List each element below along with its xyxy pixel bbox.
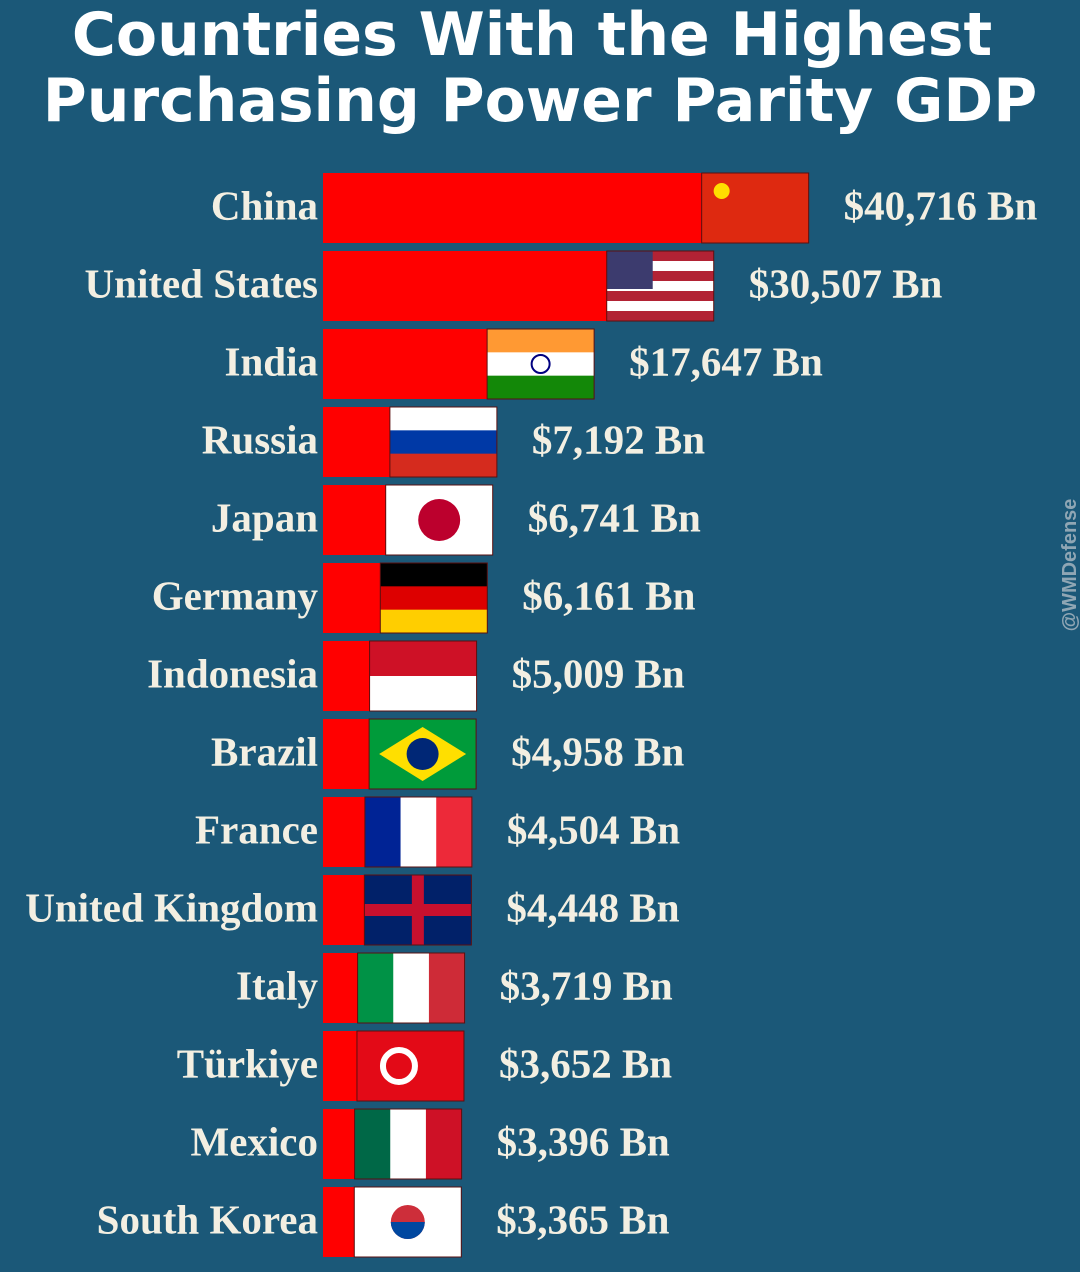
value-label: $3,365 Bn (496, 1196, 669, 1242)
flag (606, 250, 715, 322)
flag (354, 1108, 463, 1180)
flag-stripe (400, 797, 437, 867)
flag-stripe (487, 352, 595, 377)
value-label: $4,448 Bn (506, 884, 679, 930)
category-label: Mexico (191, 1118, 318, 1164)
flag (368, 718, 477, 790)
category-label: Japan (211, 494, 318, 540)
flag (385, 484, 494, 556)
flag-stripe (428, 953, 466, 1023)
flag-stripe (487, 329, 595, 353)
flag-canton (606, 251, 653, 289)
value-label: $4,504 Bn (507, 806, 680, 852)
flag-border (357, 952, 466, 1024)
category-label: India (225, 338, 318, 384)
flag-stripe (389, 407, 497, 431)
flag-border (606, 250, 715, 322)
flag-border (363, 874, 472, 946)
flag (357, 952, 466, 1024)
value-label: $17,647 Bn (629, 338, 823, 384)
flag-stripe (389, 453, 497, 478)
flag-stripe (380, 609, 488, 634)
flag-stripe (380, 586, 488, 611)
flag-stripe (701, 173, 809, 244)
flag (363, 874, 472, 946)
flag-border (389, 406, 498, 478)
flag-stripe (436, 797, 473, 867)
flag-stripe (606, 261, 714, 272)
flag-border (364, 796, 473, 868)
flag-stripe (369, 676, 477, 712)
flag-stripe (380, 563, 488, 587)
category-label: United Kingdom (25, 884, 318, 930)
category-label: South Korea (97, 1196, 318, 1242)
flag (369, 640, 478, 712)
watermark: @WMDefense (1059, 499, 1080, 632)
value-label: $3,396 Bn (497, 1118, 670, 1164)
category-label: China (211, 182, 318, 228)
flag-border (369, 640, 478, 712)
flag-star (713, 183, 730, 199)
flag-border (368, 718, 477, 790)
value-label: $4,958 Bn (511, 728, 684, 774)
flag-stripe (606, 251, 714, 262)
value-label: $30,507 Bn (749, 260, 943, 306)
flag-globe (406, 738, 439, 770)
chart-title: Purchasing Power Parity GDP (43, 66, 1037, 136)
flag (701, 172, 810, 244)
flag-stripe (364, 797, 402, 867)
flag-taegeuk (390, 1222, 425, 1239)
flag-stripe (369, 641, 477, 677)
flag-stripe (606, 291, 714, 302)
flag-border (353, 1186, 462, 1258)
flag (364, 796, 473, 868)
value-label: $7,192 Bn (532, 416, 705, 462)
value-label: $3,652 Bn (499, 1040, 672, 1086)
flag-wheel (530, 354, 551, 374)
category-label: Türkiye (177, 1040, 318, 1086)
flag-border (385, 484, 494, 556)
flag-stripe (606, 311, 714, 322)
flag-stripe (393, 953, 430, 1023)
category-label: Russia (202, 416, 318, 462)
flag-stripe (390, 1109, 427, 1179)
category-label: Italy (236, 962, 319, 1008)
category-label: France (195, 806, 318, 852)
flag (379, 562, 488, 634)
flag-border (354, 1108, 463, 1180)
category-label: United States (85, 260, 318, 306)
value-label: $40,716 Bn (844, 182, 1038, 228)
flag-stripe (606, 281, 714, 292)
flag-crescent (379, 1047, 418, 1085)
flag (486, 328, 595, 400)
category-label: Germany (152, 572, 319, 618)
flag (356, 1030, 465, 1102)
flag-stripe (606, 271, 714, 282)
category-label: Brazil (211, 728, 318, 774)
flag-stripe (389, 430, 497, 455)
flag-stripe (487, 375, 595, 400)
value-label: $6,741 Bn (528, 494, 701, 540)
flag-disc (418, 499, 461, 541)
flag-stripe (356, 1031, 464, 1102)
flag-border (701, 172, 810, 244)
value-label: $5,009 Bn (512, 650, 685, 696)
flag-stripe (357, 953, 394, 1023)
flag-border (379, 562, 488, 634)
flag (389, 406, 498, 478)
flag-stripe (606, 301, 714, 312)
chart-title: Countries With the Highest (72, 0, 992, 70)
category-label: Indonesia (147, 650, 318, 696)
flag (353, 1186, 462, 1258)
flag-stripe (425, 1109, 463, 1179)
flag-border (486, 328, 595, 400)
flag-border (356, 1030, 465, 1102)
flag-stripe (354, 1109, 391, 1179)
value-label: $3,719 Bn (500, 962, 673, 1008)
value-label: $6,161 Bn (522, 572, 695, 618)
